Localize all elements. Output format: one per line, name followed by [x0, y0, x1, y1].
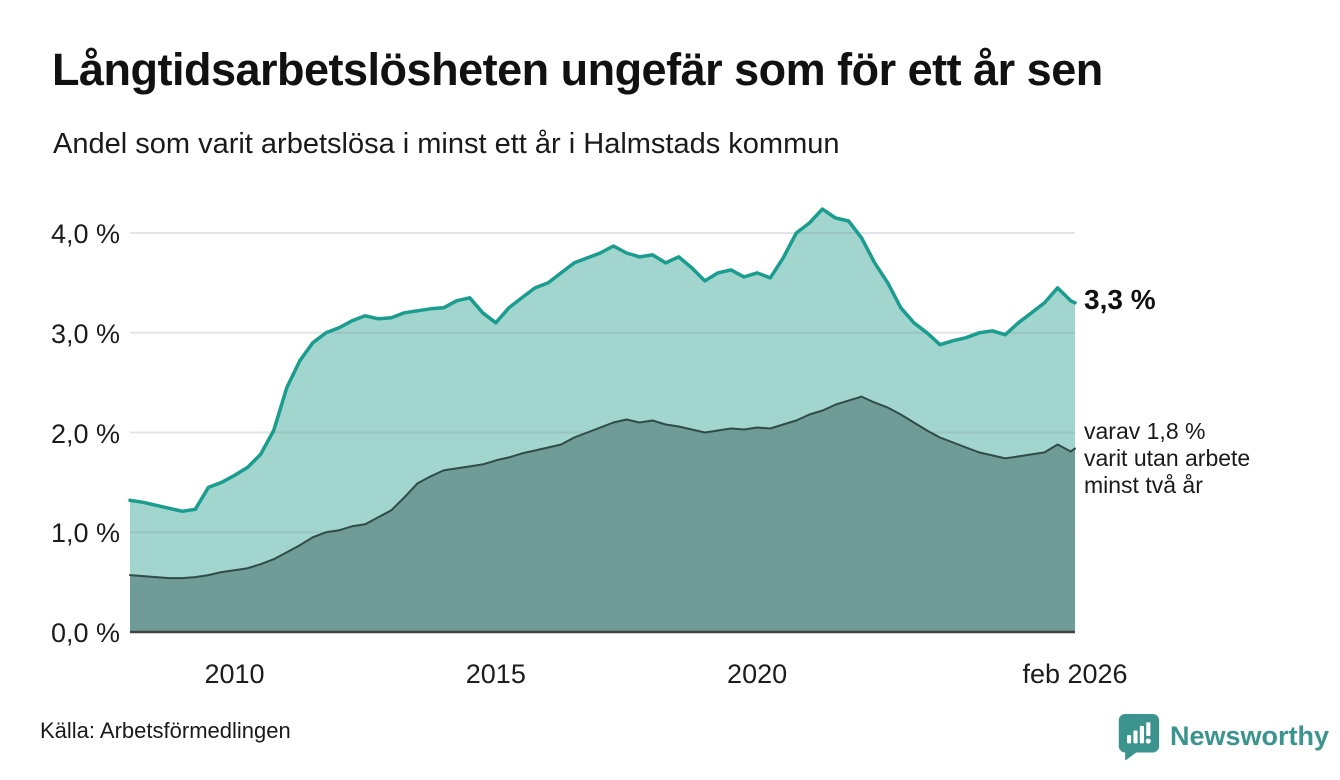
y-tick-label: 2,0 %	[50, 418, 120, 449]
x-tick-label: 2020	[727, 659, 788, 689]
annotation-total-value: 3,3 %	[1084, 284, 1156, 315]
y-tick-label: 1,0 %	[50, 518, 120, 549]
x-tick-label: feb 2026	[1022, 659, 1128, 689]
annotation-two-year-line1: varav 1,8 %	[1084, 418, 1206, 444]
chart-subtitle: Andel som varit arbetslösa i minst ett å…	[53, 128, 840, 160]
annotation-two-year-line3: minst två år	[1084, 472, 1203, 498]
series-area-two-year	[130, 396, 1075, 632]
y-tick-label: 4,0 %	[50, 219, 120, 249]
x-tick-label: 2015	[465, 659, 526, 689]
y-tick-label: 3,0 %	[50, 318, 120, 349]
brand-logo[interactable]: Newsworthy	[1116, 710, 1329, 762]
annotation-two-year-line2: varit utan arbete	[1084, 445, 1251, 471]
y-tick-label: 0,0 %	[50, 618, 120, 648]
x-tick-label: 2010	[204, 659, 265, 689]
series-line-two-year	[129, 395, 1076, 580]
annotation-two-year: varav 1,8 % varit utan arbete minst två …	[1084, 418, 1250, 499]
newsworthy-icon	[1118, 714, 1160, 760]
source-note: Källa: Arbetsförmedlingen	[40, 718, 291, 743]
series-line-total	[128, 207, 1077, 514]
brand-name: Newsworthy	[1170, 720, 1330, 751]
page-title: Långtidsarbetslösheten ungefär som för e…	[52, 44, 1103, 95]
